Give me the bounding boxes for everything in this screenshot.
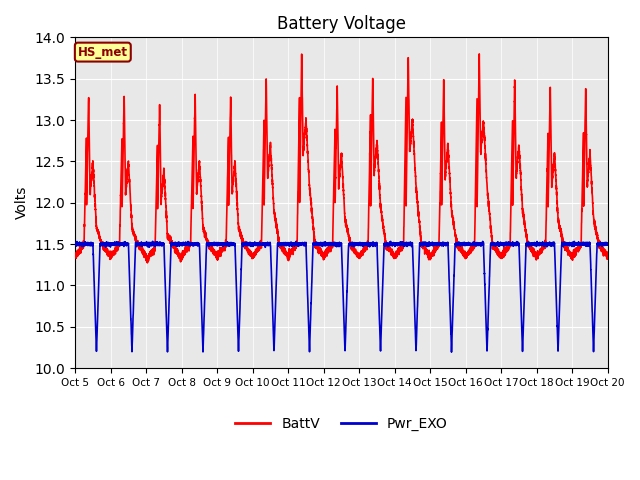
Title: Battery Voltage: Battery Voltage (277, 15, 406, 33)
Legend: BattV, Pwr_EXO: BattV, Pwr_EXO (230, 411, 453, 437)
Text: HS_met: HS_met (78, 46, 128, 59)
Y-axis label: Volts: Volts (15, 186, 29, 219)
